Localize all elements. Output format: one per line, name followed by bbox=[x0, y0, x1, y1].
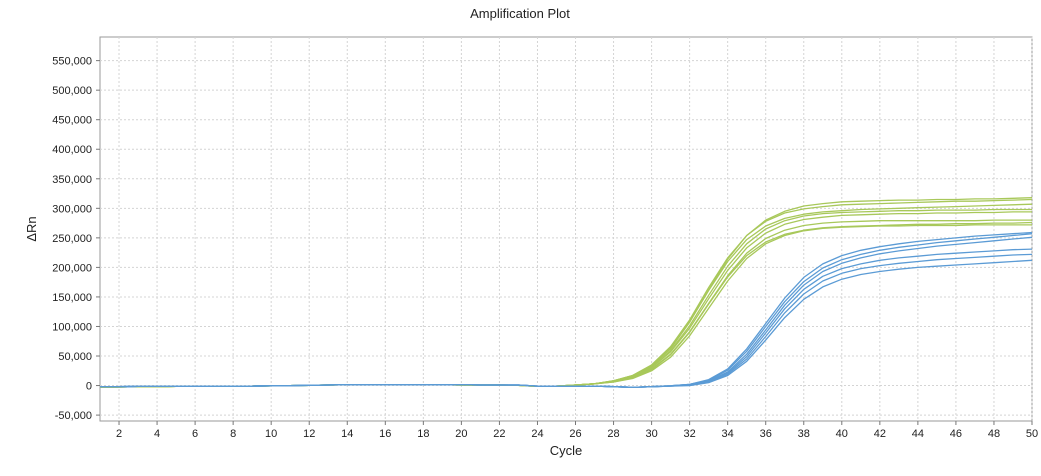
y-tick-label: 100,000 bbox=[52, 321, 92, 333]
x-tick-label: 18 bbox=[417, 428, 429, 440]
y-tick-label: 550,000 bbox=[52, 56, 92, 68]
x-tick-label: 8 bbox=[230, 428, 236, 440]
y-axis: -50,000 0 50,000 100,000 150,000 200,000 250,0… bbox=[52, 56, 100, 422]
y-tick-label: 300,000 bbox=[52, 203, 92, 215]
x-tick-label: 50 bbox=[1026, 428, 1038, 440]
x-tick-label: 28 bbox=[607, 428, 619, 440]
x-tick-label: 30 bbox=[645, 428, 657, 440]
x-tick-label: 4 bbox=[154, 428, 160, 440]
x-tick-label: 32 bbox=[684, 428, 696, 440]
y-tick-label: 50,000 bbox=[58, 351, 92, 363]
y-tick-label: 200,000 bbox=[52, 262, 92, 274]
y-tick-label: 150,000 bbox=[52, 292, 92, 304]
x-tick-label: 44 bbox=[912, 428, 924, 440]
chart-title: Amplification Plot bbox=[470, 6, 570, 21]
x-tick-label: 34 bbox=[722, 428, 734, 440]
x-tick-label: 2 bbox=[116, 428, 122, 440]
x-axis-title: Cycle bbox=[550, 443, 583, 458]
series-layer bbox=[99, 197, 1033, 388]
x-tick-label: 14 bbox=[341, 428, 353, 440]
x-tick-label: 26 bbox=[569, 428, 581, 440]
x-axis: 2 4 6 8 10 12 14 16 18 20 22 24 26 28 30 32 34 36 38 40 42 44… bbox=[116, 421, 1038, 440]
x-tick-label: 42 bbox=[874, 428, 886, 440]
series-line-blue-14 bbox=[100, 231, 1033, 388]
y-tick-label: 250,000 bbox=[52, 233, 92, 245]
grid-layer bbox=[100, 37, 1033, 421]
x-tick-label: 46 bbox=[950, 428, 962, 440]
y-tick-label: 350,000 bbox=[52, 174, 92, 186]
x-tick-label: 38 bbox=[798, 428, 810, 440]
y-tick-label: 0 bbox=[86, 381, 92, 393]
x-tick-label: 24 bbox=[531, 428, 543, 440]
x-tick-label: 48 bbox=[988, 428, 1000, 440]
plot-area bbox=[99, 36, 1033, 422]
x-tick-label: 22 bbox=[493, 428, 505, 440]
y-axis-title: ΔRn bbox=[24, 216, 39, 241]
y-tick-label: 400,000 bbox=[52, 144, 92, 156]
x-tick-label: 6 bbox=[192, 428, 198, 440]
x-tick-label: 20 bbox=[455, 428, 467, 440]
x-tick-label: 16 bbox=[379, 428, 391, 440]
x-tick-label: 10 bbox=[265, 428, 277, 440]
y-tick-label: 500,000 bbox=[52, 85, 92, 97]
x-tick-label: 12 bbox=[303, 428, 315, 440]
x-tick-label: 40 bbox=[836, 428, 848, 440]
y-tick-label: -50,000 bbox=[55, 410, 92, 422]
y-tick-label: 450,000 bbox=[52, 115, 92, 127]
x-tick-label: 36 bbox=[760, 428, 772, 440]
